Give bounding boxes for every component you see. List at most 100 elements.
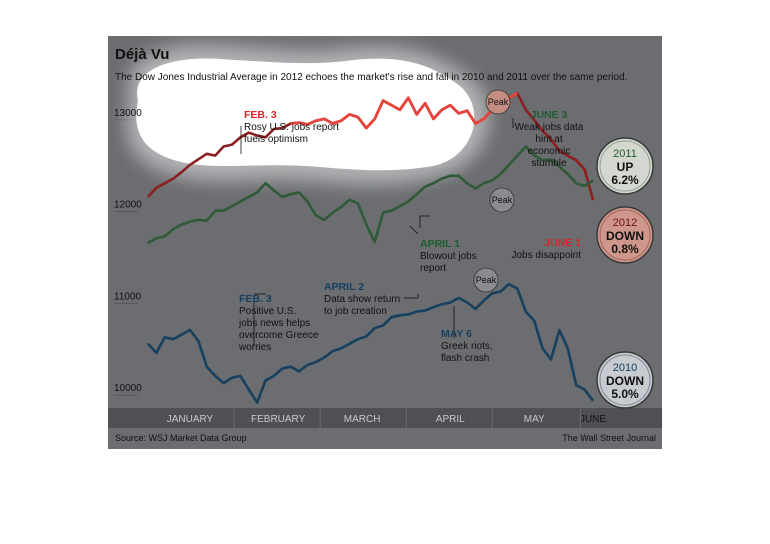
badge-2010-direction: DOWN [606,374,644,388]
source-note: Source: WSJ Market Data Group [115,433,247,443]
data-point-2011 [416,193,418,195]
data-point-2010 [264,379,267,382]
data-point-2011 [516,155,518,157]
annotation-april1-2011-line2: report [420,263,446,274]
data-point-2011 [483,182,485,184]
annotation-june3-2011-line3: economic [528,146,571,157]
chart-title: Déjà Vu [115,46,169,63]
data-point-2010 [290,366,292,368]
data-point-2011 [542,159,544,161]
annotation-feb3-2010-line1: Positive U.S. [239,306,296,317]
data-point-2010 [500,290,502,293]
data-point-2010 [340,347,342,349]
badge-2012-percent: 0.8% [611,242,639,256]
data-point-2011 [223,210,225,212]
data-point-2010 [248,389,250,391]
data-point-2012 [281,127,283,129]
annotation-feb3-2010-date: FEB. 3 [239,293,272,305]
annotation-feb3-2012-date: FEB. 3 [244,109,277,121]
annotation-feb3-2010-line4: worries [238,342,271,353]
data-point-2011 [466,182,468,184]
x-month-label: APRIL [436,414,465,425]
data-point-2011 [298,191,300,193]
data-point-2012 [181,171,183,173]
data-point-2010 [223,382,225,384]
data-point-2012 [567,155,569,157]
badge-2011: 2011 UP 6.2% [596,137,654,195]
x-month-label: MARCH [344,414,381,425]
y-tick-label: 13000 [114,108,142,119]
data-point-2011 [558,166,560,168]
data-point-2012 [197,158,199,160]
data-point-2012 [592,199,594,201]
data-point-2011 [365,223,367,226]
data-point-2010 [164,336,166,338]
data-point-2012 [264,136,267,138]
data-point-2010 [424,310,426,312]
annotation-feb3-2012-line2: fuels optimism [244,134,308,145]
data-point-2011 [382,211,384,214]
data-point-2011 [550,158,552,160]
annotation-june1-2012-line1: Jobs disappoint [512,250,582,261]
data-point-2011 [474,188,477,190]
data-point-2011 [181,223,183,226]
data-point-2011 [374,241,376,243]
data-point-2010 [348,343,351,345]
y-tick-label: 11000 [114,291,142,302]
data-point-2010 [197,340,199,342]
data-point-2010 [214,375,216,377]
data-point-2012 [223,145,225,148]
badge-2012: 2012 DOWN 0.8% [596,206,654,264]
data-point-2010 [474,308,477,310]
badge-2012-direction: DOWN [606,229,644,243]
data-point-2011 [340,206,342,208]
data-point-2010 [483,300,485,302]
data-point-2010 [189,329,191,331]
data-point-2010 [491,292,493,294]
data-point-2011 [441,178,443,180]
data-point-2011 [491,179,493,181]
peak-label: Peak [488,97,509,107]
annotation-june3-2011-line1: Weak jobs data [515,122,584,133]
data-point-2011 [432,182,435,184]
data-point-2011 [281,196,283,198]
data-point-2012 [214,155,216,157]
dow-chart: JANUARY FEBRUARY MARCH APRIL MAY JUNE Déjà Vu… [108,44,662,443]
data-point-2010 [458,297,460,299]
data-point-2010 [533,320,535,322]
data-point-2012 [248,132,250,134]
data-point-2010 [542,347,544,349]
publisher-credit: The Wall Street Journal [562,433,656,443]
data-point-2010 [466,301,468,304]
data-point-2011 [332,211,334,214]
annotation-may6-2010-line2: flash crash [441,353,489,364]
data-point-2011 [172,228,174,230]
x-month-label: JANUARY [167,414,214,425]
data-point-2011 [164,235,166,237]
data-point-2012 [231,144,233,146]
data-point-2010 [357,338,359,340]
data-point-2010 [449,301,451,304]
annotation-april2-2010-line2: to job creation [324,306,387,317]
series-line-2011 [147,145,594,244]
data-point-2011 [348,199,351,201]
annotation-april2-2010-line1: Data show return [324,294,400,305]
data-point-2011 [584,185,586,187]
peak-marker-2010: Peak [473,267,499,293]
data-point-2010 [399,314,401,316]
annotation-feb3-2010-line3: overcome Greece [239,330,319,341]
peak-label: Peak [476,275,497,285]
data-point-2011 [357,202,359,204]
data-point-2011 [256,191,258,193]
data-point-2012 [172,178,174,180]
data-point-2010 [550,358,552,360]
data-point-2011 [248,196,250,198]
data-point-2010 [416,311,418,313]
data-point-2010 [525,311,527,313]
data-point-2011 [390,210,393,212]
x-month-label: JUNE [580,414,606,425]
data-point-2011 [424,186,426,188]
data-point-2010 [273,375,275,377]
data-point-2011 [306,200,309,203]
data-point-2011 [525,145,527,148]
